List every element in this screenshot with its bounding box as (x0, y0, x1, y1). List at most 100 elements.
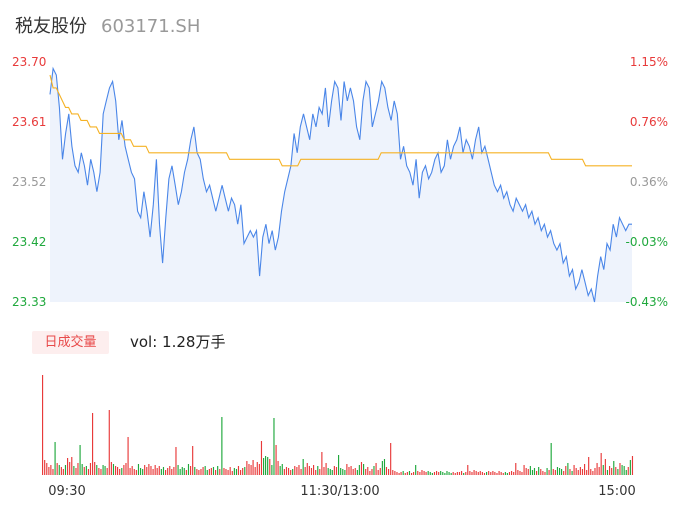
volume-bar (569, 469, 571, 475)
volume-bar (419, 472, 421, 475)
volume-bar (250, 465, 252, 475)
volume-bar (511, 471, 513, 475)
volume-bar (358, 465, 360, 475)
volume-bar (525, 468, 527, 475)
volume-bar (179, 469, 181, 475)
volume-bar (584, 464, 586, 475)
volume-bar (621, 465, 623, 475)
volume-bar (89, 463, 92, 475)
volume-bar (73, 466, 75, 475)
volume-bar (402, 471, 404, 475)
volume-bar (219, 469, 221, 475)
volume-bar (354, 468, 356, 475)
volume-bar (494, 472, 496, 475)
volume-bar (498, 471, 500, 475)
volume-bar (244, 467, 246, 475)
volume-bar (502, 473, 504, 475)
volume-bar (417, 471, 419, 475)
volume-bar (346, 464, 348, 475)
volume-bar (167, 468, 169, 475)
volume-bar (144, 465, 146, 475)
volume-bar (254, 467, 256, 475)
volume-bar (285, 467, 288, 475)
volume-bar (131, 466, 133, 475)
volume-bar (423, 471, 425, 475)
volume-bar (475, 471, 477, 475)
volume-bar (375, 463, 377, 475)
volume-bar (265, 456, 267, 475)
volume-bar (600, 453, 602, 475)
pct-tick-label: 0.36% (630, 175, 668, 189)
volume-bar (110, 462, 112, 475)
volume-bar (471, 472, 473, 475)
volume-bar (588, 457, 590, 475)
volume-bar (456, 472, 458, 475)
volume-bar (559, 468, 561, 475)
volume-bar (140, 468, 142, 475)
volume-bar (629, 460, 631, 475)
volume-bar (288, 468, 290, 475)
volume-bar (67, 458, 69, 475)
volume-bar (542, 471, 544, 475)
volume-bar (356, 470, 358, 475)
volume-bar (342, 469, 344, 475)
volume-bar (360, 462, 363, 475)
volume-bar (165, 470, 167, 475)
volume-bar (183, 468, 185, 475)
volume-bar (221, 417, 223, 475)
volume-bar (442, 472, 444, 475)
volume-bar (319, 469, 321, 475)
price-area (50, 68, 632, 302)
volume-bar (263, 458, 265, 475)
volume-bar (527, 469, 529, 475)
volume-bar (260, 441, 263, 475)
volume-bar (310, 468, 313, 475)
volume-bar (258, 464, 260, 475)
volume-bar (333, 466, 335, 475)
volume-tag[interactable]: 日成交量 (32, 331, 109, 354)
volume-bar (227, 470, 229, 475)
volume-bar (390, 443, 392, 475)
volume-bar (461, 471, 463, 475)
volume-bar (388, 469, 390, 475)
volume-bar (433, 472, 436, 475)
volume-bar (246, 461, 248, 475)
volume-bar (148, 464, 150, 475)
volume-bar (327, 468, 329, 475)
volume-bar (450, 473, 452, 475)
volume-bar (158, 466, 160, 475)
volume-bar (210, 468, 212, 475)
volume-bar (427, 471, 429, 475)
volume-bar (438, 472, 440, 475)
volume-bar (590, 469, 592, 475)
volume-bar (325, 463, 327, 475)
volume-bar (431, 473, 433, 475)
volume-bar (215, 470, 217, 475)
volume-bar (54, 442, 56, 475)
price-tick-label: 23.42 (12, 235, 46, 249)
volume-bar (58, 465, 60, 475)
volume-bar (296, 467, 298, 475)
volume-bar (206, 470, 208, 475)
volume-bar (304, 467, 306, 475)
volume-bar (340, 468, 342, 475)
volume-bar (42, 375, 44, 475)
volume-bar (623, 466, 625, 475)
volume-bar (75, 468, 77, 475)
volume-bar (404, 473, 406, 475)
volume-bar (571, 471, 573, 475)
volume-bar (381, 461, 383, 475)
volume-bar (273, 418, 275, 475)
volume-bar (552, 469, 554, 475)
volume-bar (463, 473, 465, 475)
volume-bar (421, 470, 423, 475)
volume-bar (617, 469, 619, 475)
volume-bar (488, 471, 490, 475)
volume-bar (277, 461, 279, 475)
volume-bar (208, 469, 210, 475)
volume-bar (411, 473, 413, 475)
volume-bar (352, 469, 354, 475)
volume-bar (81, 464, 83, 475)
pct-tick-label: -0.43% (626, 295, 668, 309)
volume-bar (71, 457, 73, 475)
